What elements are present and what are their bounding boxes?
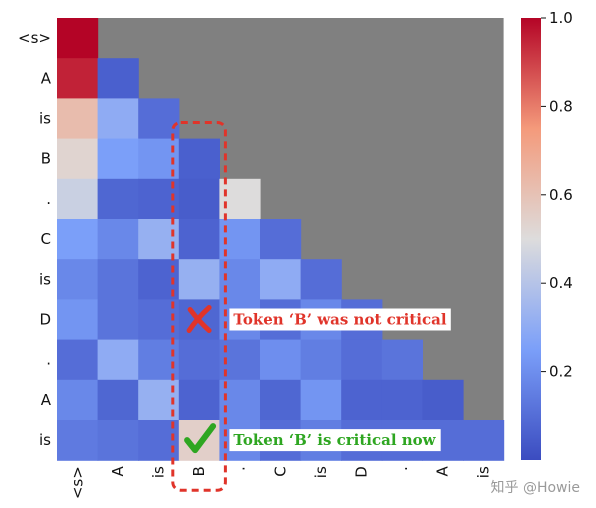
- heatmap-cell: [381, 339, 423, 381]
- heatmap-cell: [260, 379, 302, 421]
- colorbar-tick-label: 0.8: [549, 97, 573, 115]
- annotation-label: Token ‘B’ was not critical: [233, 311, 446, 329]
- y-tick-label: C: [41, 230, 51, 248]
- x-tick-label: .: [231, 466, 249, 471]
- heatmap-cell: [381, 379, 423, 421]
- y-tick-label: B: [41, 150, 51, 168]
- heatmap-cell: [97, 138, 139, 180]
- heatmap-cell: [219, 178, 261, 220]
- x-tick-label: D: [353, 466, 371, 478]
- colorbar-tick-label: 0.2: [549, 363, 573, 381]
- heatmap-cell: [97, 259, 139, 300]
- heatmap-cell: [57, 98, 99, 140]
- x-tick-label: A: [434, 465, 452, 476]
- colorbar-tick-label: 1.0: [549, 9, 573, 27]
- heatmap-cell: [178, 219, 220, 260]
- annotation-label: Token ‘B’ is critical now: [233, 431, 436, 449]
- heatmap-cell: [260, 259, 302, 300]
- heatmap-cell: [138, 219, 180, 260]
- y-tick-label: A: [41, 391, 52, 409]
- heatmap-cell: [97, 379, 139, 421]
- y-tick-label: .: [46, 351, 51, 369]
- heatmap-cell: [341, 379, 383, 421]
- colorbar-ticks: 0.2 0.4 0.6 0.8 1.0: [541, 9, 573, 381]
- colorbar-tick-label: 0.6: [549, 186, 573, 204]
- x-tick-label: is: [150, 466, 168, 478]
- y-tick-label: <s>: [18, 29, 51, 47]
- heatmap-cell: [178, 379, 220, 421]
- heatmap-cell: [300, 259, 342, 300]
- heatmap-cell: [97, 420, 139, 461]
- heatmap-cell: [260, 219, 302, 260]
- heatmap-cell: [57, 379, 99, 421]
- heatmap-cell: [97, 299, 139, 341]
- heatmap-cell: [57, 178, 99, 220]
- colorbar-tick-label: 0.4: [549, 274, 573, 292]
- heatmap-cell: [178, 339, 220, 381]
- y-tick-label: is: [39, 110, 51, 128]
- x-tick-label: .: [393, 466, 411, 471]
- heatmap-cell: [97, 178, 139, 220]
- heatmap-cell: [57, 58, 99, 99]
- heatmap-cell: [57, 18, 99, 59]
- cross-mark-icon: [186, 305, 212, 333]
- colorbar: [521, 18, 541, 460]
- heatmap-cell: [260, 339, 302, 381]
- heatmap-cell: [97, 219, 139, 260]
- heatmap-cell: [178, 259, 220, 300]
- y-tick-label: A: [41, 69, 52, 87]
- heatmap-cell: [97, 339, 139, 381]
- heatmap-cell: [57, 259, 99, 300]
- y-tick-label: is: [39, 431, 51, 449]
- heatmap-cell: [57, 299, 99, 341]
- y-tick-label: D: [39, 311, 51, 329]
- heatmap-cell: [300, 379, 342, 421]
- column-b-highlight-box: [171, 121, 227, 492]
- heatmap-cell: [422, 379, 464, 421]
- annotations: Token ‘B’ was not critical Token ‘B’ is c…: [184, 305, 451, 454]
- x-tick-label: is: [312, 466, 330, 478]
- heatmap-cell: [178, 138, 220, 180]
- heatmap-cell: [300, 339, 342, 381]
- heatmap-cell: [138, 98, 180, 140]
- y-tick-labels: <s> Ais B. Cis D. Ais: [18, 29, 52, 449]
- heatmap-cell: [57, 339, 99, 381]
- heatmap-cell: [463, 420, 505, 461]
- annotation-background: [229, 308, 451, 331]
- y-tick-label: is: [39, 270, 51, 288]
- heatmap-cell: [341, 339, 383, 381]
- x-tick-label: <s>: [68, 466, 86, 499]
- heatmap-cell: [57, 420, 99, 461]
- heatmap-cell: [97, 58, 139, 99]
- watermark: 知乎 @Howie: [491, 479, 581, 496]
- heatmap-cell: [97, 98, 139, 140]
- x-tick-label: A: [109, 465, 127, 476]
- heatmap-cell: [57, 138, 99, 180]
- x-tick-label: is: [474, 466, 492, 478]
- check-mark-icon: [184, 423, 217, 454]
- x-tick-label: C: [271, 466, 289, 476]
- annotation-background: [229, 429, 441, 452]
- heatmap-cell: [178, 178, 220, 220]
- x-tick-label: B: [190, 466, 208, 476]
- heatmap-cell: [57, 219, 99, 260]
- y-tick-label: .: [46, 190, 51, 208]
